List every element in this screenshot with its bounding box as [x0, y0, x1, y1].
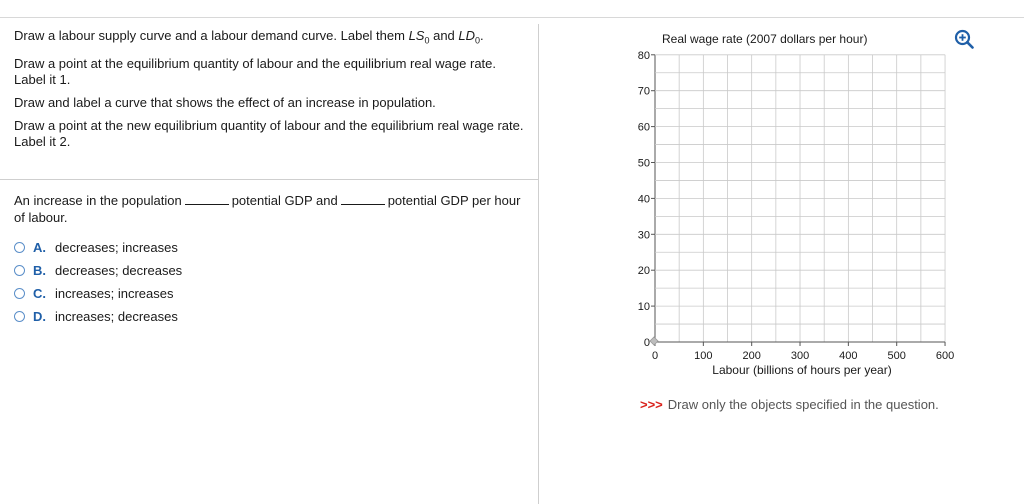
answer-choices: A. decreases; increases B. decreases; decr… — [14, 236, 182, 328]
choice-a[interactable]: A. decreases; increases — [14, 236, 182, 259]
column-divider — [538, 24, 539, 504]
y-tick-label: 30 — [638, 229, 650, 241]
y-tick-labels: 0 10 20 30 40 50 60 70 80 — [638, 50, 655, 349]
radio-button[interactable] — [14, 288, 25, 299]
top-divider — [0, 17, 1024, 18]
x-axis-label: Labour (billions of hours per year) — [712, 363, 891, 377]
y-tick-label: 70 — [638, 86, 650, 98]
y-tick-label: 20 — [638, 265, 650, 277]
instruction-3: Draw and label a curve that shows the ef… — [14, 94, 436, 110]
x-tick-label: 500 — [888, 350, 906, 362]
graph-canvas[interactable]: Real wage rate (2007 dollars per hour) 0… — [0, 0, 1024, 400]
choice-d[interactable]: D. increases; decreases — [14, 305, 182, 328]
answer-blank-2 — [340, 194, 385, 205]
instruction-note: >>> Draw only the objects specified in th… — [640, 397, 939, 412]
y-tick-label: 60 — [638, 122, 650, 134]
choice-b[interactable]: B. decreases; decreases — [14, 259, 182, 282]
choice-c[interactable]: C. increases; increases — [14, 282, 182, 305]
radio-button[interactable] — [14, 265, 25, 276]
origin-point[interactable] — [649, 336, 659, 346]
section-divider — [0, 179, 538, 180]
graph-grid — [654, 54, 946, 343]
x-tick-label: 400 — [839, 350, 857, 362]
x-tick-label: 600 — [936, 350, 954, 362]
answer-blank-1 — [184, 194, 229, 205]
y-tick-label: 80 — [638, 50, 650, 62]
x-tick-label: 0 — [652, 350, 658, 362]
x-tick-label: 300 — [791, 350, 809, 362]
question-text: An increase in the population potential G… — [14, 193, 521, 225]
y-tick-label: 40 — [638, 193, 650, 205]
x-tick-label: 200 — [743, 350, 761, 362]
instruction-4: Draw a point at the new equilibrium quan… — [14, 117, 524, 149]
y-tick-label: 10 — [638, 301, 650, 313]
radio-button[interactable] — [14, 242, 25, 253]
y-tick-label: 50 — [638, 158, 650, 170]
instruction-2: Draw a point at the equilibrium quantity… — [14, 55, 496, 87]
instructions-panel: Draw a labour supply curve and a labour … — [14, 28, 530, 157]
x-tick-labels: 0 100 200 300 400 500 600 — [652, 342, 954, 362]
instruction-1: Draw a labour supply curve and a labour … — [14, 28, 484, 46]
y-tick-label: 0 — [644, 337, 650, 349]
x-tick-label: 100 — [694, 350, 712, 362]
zoom-in-icon[interactable] — [954, 29, 974, 49]
radio-button[interactable] — [14, 311, 25, 322]
y-axis-label: Real wage rate (2007 dollars per hour) — [662, 32, 867, 46]
